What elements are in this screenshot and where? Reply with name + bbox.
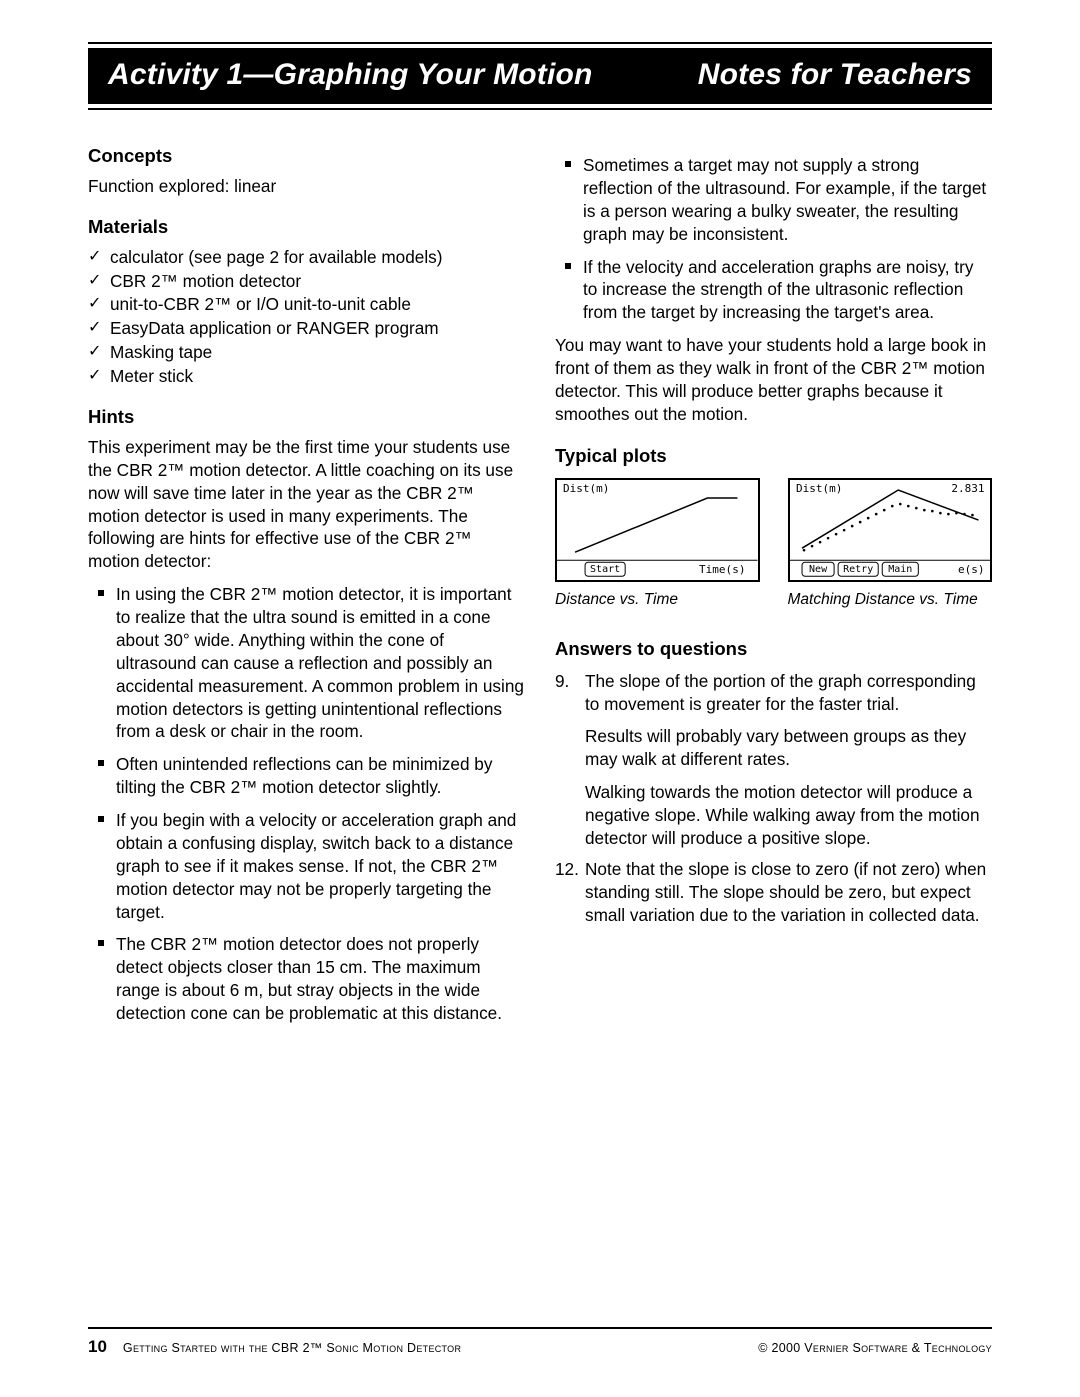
left-column: Concepts Function explored: linear Mater… xyxy=(88,144,525,1035)
list-item: Masking tape xyxy=(88,341,525,364)
list-item: unit-to-CBR 2™ or I/O unit-to-unit cable xyxy=(88,293,525,316)
rule-bottom xyxy=(88,108,992,110)
content-columns: Concepts Function explored: linear Mater… xyxy=(88,144,992,1035)
answer-number: 9. xyxy=(555,670,569,693)
hints-bullets: In using the CBR 2™ motion detector, it … xyxy=(88,583,525,1025)
heading-concepts: Concepts xyxy=(88,144,525,169)
list-item: In using the CBR 2™ motion detector, it … xyxy=(88,583,525,743)
answer-para: The slope of the portion of the graph co… xyxy=(585,671,976,714)
list-item: If you begin with a velocity or accelera… xyxy=(88,809,525,923)
heading-typical-plots: Typical plots xyxy=(555,444,992,469)
heading-materials: Materials xyxy=(88,215,525,240)
answers-list: 9. The slope of the portion of the graph … xyxy=(555,670,992,927)
right-column: Sometimes a target may not supply a stro… xyxy=(555,144,992,1035)
footer: 10 Getting Started with the CBR 2™ Sonic… xyxy=(88,1327,992,1357)
right-after-bullets: You may want to have your students hold … xyxy=(555,334,992,426)
plot2-svg: Dist(m) 2.831 New Retry Main e(s) xyxy=(788,478,993,582)
title-banner: Activity 1—Graphing Your Motion Notes fo… xyxy=(88,48,992,104)
plot2-new-label: New xyxy=(809,564,828,575)
list-item: The CBR 2™ motion detector does not prop… xyxy=(88,933,525,1025)
plot2-target-line xyxy=(802,490,978,548)
list-item: If the velocity and acceleration graphs … xyxy=(555,256,992,325)
list-item: calculator (see page 2 for available mod… xyxy=(88,246,525,269)
concepts-text: Function explored: linear xyxy=(88,175,525,198)
answer-item: 9. The slope of the portion of the graph … xyxy=(555,670,992,850)
page: Activity 1—Graphing Your Motion Notes fo… xyxy=(0,0,1080,1397)
materials-list: calculator (see page 2 for available mod… xyxy=(88,246,525,387)
page-number: 10 xyxy=(88,1337,107,1357)
plot1-ylabel: Dist(m) xyxy=(563,482,609,495)
list-item: Sometimes a target may not supply a stro… xyxy=(555,154,992,246)
plot1-wrap: Dist(m) Start Time(s) Distance vs. Time xyxy=(555,478,760,611)
plot2-main-label: Main xyxy=(888,564,912,575)
list-item: Often unintended reflections can be mini… xyxy=(88,753,525,799)
list-item: CBR 2™ motion detector xyxy=(88,270,525,293)
plot2-value: 2.831 xyxy=(951,482,984,495)
list-item: Meter stick xyxy=(88,365,525,388)
footer-left: 10 Getting Started with the CBR 2™ Sonic… xyxy=(88,1337,461,1357)
answer-para: Note that the slope is close to zero (if… xyxy=(585,859,986,925)
plot1-svg: Dist(m) Start Time(s) xyxy=(555,478,760,582)
plot2-xlabel: e(s) xyxy=(957,563,984,576)
right-top-bullets: Sometimes a target may not supply a stro… xyxy=(555,154,992,324)
plots-row: Dist(m) Start Time(s) Distance vs. Time … xyxy=(555,478,992,611)
hints-intro: This experiment may be the first time yo… xyxy=(88,436,525,573)
plot2-dots xyxy=(802,503,973,552)
plot1-start-label: Start xyxy=(590,564,620,575)
answer-para: Walking towards the motion detector will… xyxy=(585,781,992,850)
plot1-xlabel: Time(s) xyxy=(699,563,745,576)
plot2-caption: Matching Distance vs. Time xyxy=(788,590,993,611)
plot2-ylabel: Dist(m) xyxy=(796,482,842,495)
answer-para: Results will probably vary between group… xyxy=(585,725,992,771)
heading-answers: Answers to questions xyxy=(555,637,992,662)
banner-left: Activity 1—Graphing Your Motion xyxy=(108,58,593,92)
list-item: EasyData application or RANGER program xyxy=(88,317,525,340)
footer-right: © 2000 Vernier Software & Technology xyxy=(758,1341,992,1355)
rule-top xyxy=(88,42,992,44)
plot1-line xyxy=(575,498,737,552)
banner-right: Notes for Teachers xyxy=(698,58,972,92)
plot2-retry-label: Retry xyxy=(843,564,873,575)
plot2-wrap: Dist(m) 2.831 New Retry Main e(s) xyxy=(788,478,993,611)
answer-item: 12. Note that the slope is close to zero … xyxy=(555,858,992,927)
answer-number: 12. xyxy=(555,858,579,881)
heading-hints: Hints xyxy=(88,405,525,430)
plot1-caption: Distance vs. Time xyxy=(555,590,760,611)
footer-left-text: Getting Started with the CBR 2™ Sonic Mo… xyxy=(123,1341,461,1355)
